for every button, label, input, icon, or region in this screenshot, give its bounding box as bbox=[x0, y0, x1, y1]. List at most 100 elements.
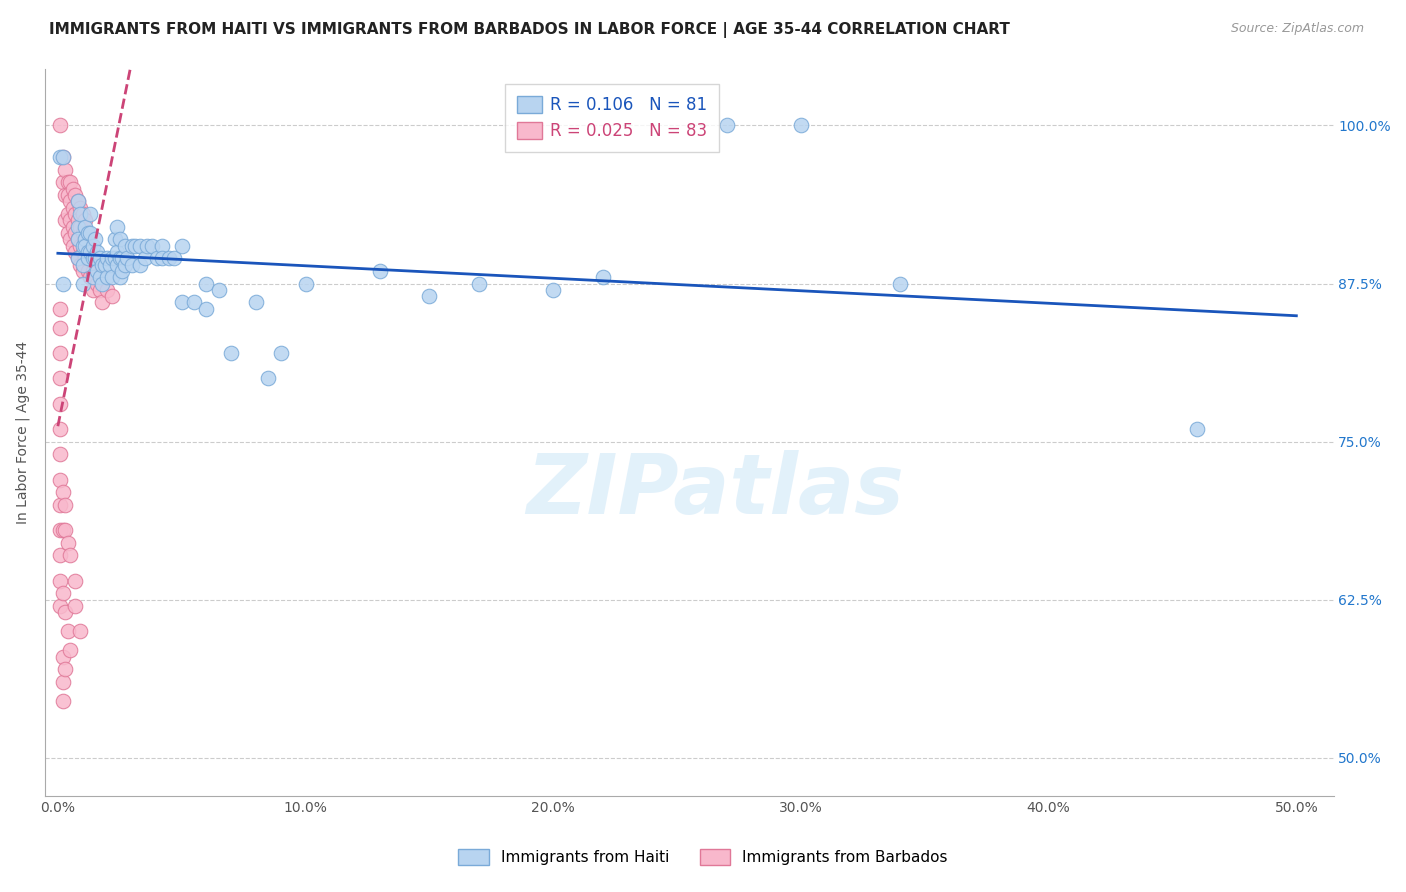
Point bbox=[49, 119, 72, 133]
Point bbox=[75, 232, 97, 246]
Point bbox=[89, 270, 111, 285]
Point bbox=[121, 238, 143, 252]
Point bbox=[52, 674, 75, 689]
Point bbox=[170, 238, 193, 252]
Point bbox=[52, 175, 75, 189]
Point bbox=[49, 549, 72, 563]
Point bbox=[889, 277, 911, 291]
Point bbox=[104, 232, 127, 246]
Legend: Immigrants from Haiti, Immigrants from Barbados: Immigrants from Haiti, Immigrants from B… bbox=[451, 843, 955, 871]
Point bbox=[101, 251, 124, 265]
Point bbox=[49, 498, 72, 512]
Point bbox=[63, 244, 86, 259]
Point bbox=[59, 194, 82, 209]
Point bbox=[111, 251, 134, 265]
Point bbox=[69, 219, 91, 234]
Point bbox=[69, 207, 91, 221]
Point bbox=[136, 238, 159, 252]
Point bbox=[368, 264, 391, 278]
Point bbox=[49, 397, 72, 411]
Point bbox=[76, 226, 98, 240]
Point bbox=[105, 244, 128, 259]
Point bbox=[75, 232, 97, 246]
Point bbox=[716, 119, 738, 133]
Point bbox=[49, 422, 72, 436]
Point bbox=[66, 194, 89, 209]
Point bbox=[82, 238, 104, 252]
Point bbox=[121, 258, 143, 272]
Point bbox=[53, 662, 76, 676]
Point bbox=[53, 605, 76, 619]
Point bbox=[245, 295, 267, 310]
Point bbox=[66, 251, 89, 265]
Point bbox=[53, 188, 76, 202]
Point bbox=[49, 301, 72, 316]
Point bbox=[541, 283, 564, 297]
Point bbox=[75, 251, 97, 265]
Point bbox=[52, 649, 75, 664]
Point bbox=[53, 498, 76, 512]
Point bbox=[84, 251, 107, 265]
Point bbox=[195, 301, 218, 316]
Point bbox=[105, 258, 128, 272]
Point bbox=[52, 150, 75, 164]
Point bbox=[52, 694, 75, 708]
Point bbox=[62, 182, 84, 196]
Point bbox=[66, 213, 89, 227]
Point bbox=[79, 244, 101, 259]
Point bbox=[91, 258, 114, 272]
Point bbox=[49, 599, 72, 613]
Point bbox=[79, 270, 101, 285]
Point bbox=[79, 226, 101, 240]
Point bbox=[62, 219, 84, 234]
Point bbox=[105, 219, 128, 234]
Point bbox=[49, 150, 72, 164]
Point bbox=[53, 162, 76, 177]
Point bbox=[96, 283, 118, 297]
Text: IMMIGRANTS FROM HAITI VS IMMIGRANTS FROM BARBADOS IN LABOR FORCE | AGE 35-44 COR: IMMIGRANTS FROM HAITI VS IMMIGRANTS FROM… bbox=[49, 22, 1010, 38]
Point bbox=[790, 119, 813, 133]
Point bbox=[72, 207, 94, 221]
Point bbox=[69, 624, 91, 639]
Point bbox=[75, 219, 97, 234]
Point bbox=[56, 226, 79, 240]
Point bbox=[86, 244, 108, 259]
Point bbox=[82, 251, 104, 265]
Point bbox=[49, 346, 72, 360]
Point bbox=[56, 535, 79, 549]
Text: ZIPatlas: ZIPatlas bbox=[526, 450, 904, 531]
Point bbox=[62, 238, 84, 252]
Point bbox=[82, 283, 104, 297]
Point bbox=[59, 213, 82, 227]
Point bbox=[98, 258, 121, 272]
Point bbox=[114, 258, 136, 272]
Point bbox=[111, 264, 134, 278]
Point bbox=[72, 264, 94, 278]
Point bbox=[59, 232, 82, 246]
Point bbox=[86, 277, 108, 291]
Point bbox=[150, 238, 173, 252]
Legend: R = 0.106   N = 81, R = 0.025   N = 83: R = 0.106 N = 81, R = 0.025 N = 83 bbox=[505, 84, 718, 153]
Point bbox=[94, 258, 117, 272]
Point bbox=[63, 207, 86, 221]
Point bbox=[134, 251, 156, 265]
Point bbox=[63, 574, 86, 588]
Point bbox=[72, 258, 94, 272]
Point bbox=[163, 251, 186, 265]
Point bbox=[76, 264, 98, 278]
Point bbox=[63, 599, 86, 613]
Point bbox=[91, 295, 114, 310]
Point bbox=[128, 238, 150, 252]
Point bbox=[79, 207, 101, 221]
Point bbox=[108, 232, 131, 246]
Point bbox=[66, 219, 89, 234]
Point bbox=[49, 523, 72, 537]
Point bbox=[86, 264, 108, 278]
Point bbox=[114, 238, 136, 252]
Point bbox=[84, 270, 107, 285]
Point bbox=[91, 277, 114, 291]
Point bbox=[208, 283, 231, 297]
Point bbox=[96, 251, 118, 265]
Text: Source: ZipAtlas.com: Source: ZipAtlas.com bbox=[1230, 22, 1364, 36]
Point bbox=[66, 194, 89, 209]
